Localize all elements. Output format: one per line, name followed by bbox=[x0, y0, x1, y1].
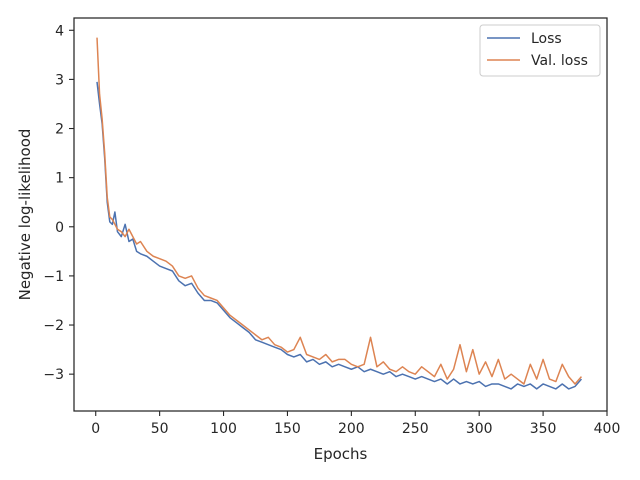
plot-frame bbox=[73, 17, 608, 412]
y-tick-label: −3 bbox=[43, 367, 64, 383]
x-tick-label: 200 bbox=[338, 421, 365, 437]
x-tick-label: 350 bbox=[530, 421, 557, 437]
series-layer bbox=[96, 37, 583, 390]
legend: Loss Val. loss bbox=[479, 24, 601, 77]
x-tick-label: 0 bbox=[91, 421, 100, 437]
y-axis-ticks: −3 −2 −1 0 1 2 3 4 bbox=[43, 23, 74, 383]
y-tick-label: 3 bbox=[55, 72, 64, 88]
x-tick-label: 400 bbox=[594, 421, 621, 437]
x-tick-label: 250 bbox=[402, 421, 429, 437]
x-tick-label: 50 bbox=[151, 421, 169, 437]
y-tick-label: 1 bbox=[55, 171, 64, 187]
y-axis-label: Negative log-likelihood bbox=[16, 129, 34, 301]
x-tick-label: 300 bbox=[466, 421, 493, 437]
series-line-val-loss bbox=[96, 37, 583, 385]
series-line-loss bbox=[96, 81, 583, 390]
x-tick-label: 150 bbox=[274, 421, 301, 437]
y-tick-label: 0 bbox=[55, 220, 64, 236]
legend-loss-label: Loss bbox=[531, 31, 562, 47]
x-axis-label: Epochs bbox=[314, 445, 368, 463]
y-tick-label: −2 bbox=[43, 318, 64, 334]
y-tick-label: −1 bbox=[43, 269, 64, 285]
legend-val-loss-label: Val. loss bbox=[531, 53, 588, 69]
y-tick-label: 2 bbox=[55, 122, 64, 138]
x-axis-ticks: 0 50 100 150 200 250 300 350 400 bbox=[91, 411, 620, 437]
y-tick-label: 4 bbox=[55, 23, 64, 39]
x-tick-label: 100 bbox=[210, 421, 237, 437]
